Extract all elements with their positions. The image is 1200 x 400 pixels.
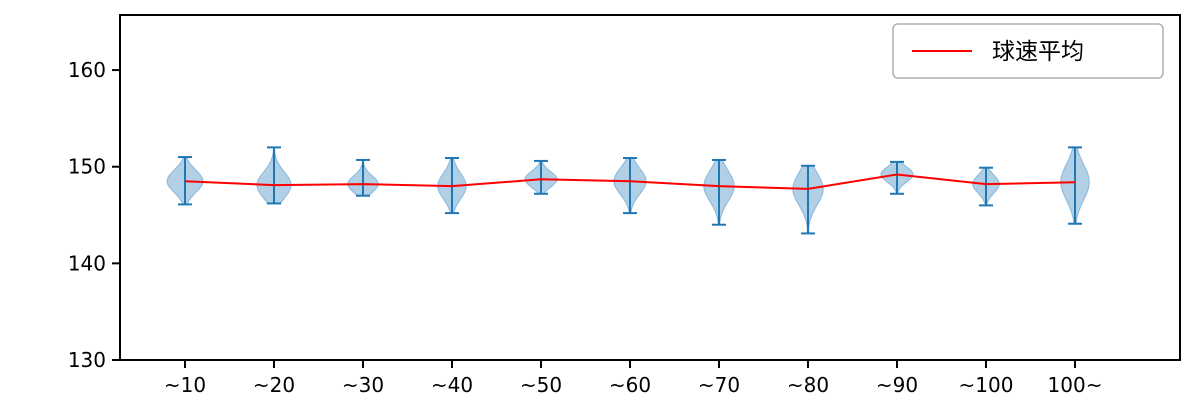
y-tick-label: 160 xyxy=(68,58,106,82)
legend-box xyxy=(892,23,1164,79)
x-tick-label: ~90 xyxy=(876,373,918,397)
x-tick-label: ~40 xyxy=(431,373,473,397)
errorbar-8 xyxy=(890,160,904,195)
errorbar-0 xyxy=(178,156,192,206)
errorbar-9 xyxy=(979,166,993,207)
x-tick-label: ~60 xyxy=(609,373,651,397)
y-tick-label: 140 xyxy=(68,251,106,275)
errorbar-2 xyxy=(356,158,370,197)
x-tick-label: ~100 xyxy=(959,373,1014,397)
mean-line xyxy=(184,173,1076,190)
errorbar-7 xyxy=(801,164,815,235)
x-tick-label: ~30 xyxy=(342,373,384,397)
y-tick-label: 130 xyxy=(68,348,106,372)
x-tick-label: ~50 xyxy=(520,373,562,397)
x-tick-label: 100~ xyxy=(1048,373,1103,397)
y-tick-label: 150 xyxy=(68,155,106,179)
plot-border xyxy=(119,14,1181,361)
x-tick-label: ~80 xyxy=(787,373,829,397)
legend: 球速平均 xyxy=(892,23,1164,79)
x-tick-label: ~70 xyxy=(698,373,740,397)
x-tick-label: ~20 xyxy=(253,373,295,397)
x-tick-label: ~10 xyxy=(164,373,206,397)
errorbar-4 xyxy=(534,159,548,195)
legend-label: 球速平均 xyxy=(992,39,1084,65)
errorbar-10 xyxy=(1068,146,1082,225)
errorbar-6 xyxy=(712,158,726,226)
errorbar-1 xyxy=(267,146,281,205)
errorbar-5 xyxy=(623,157,637,215)
